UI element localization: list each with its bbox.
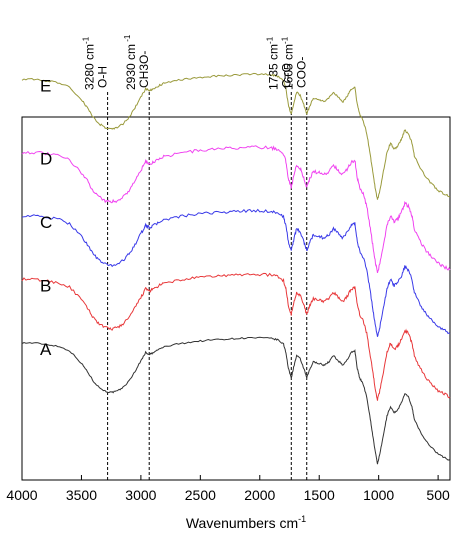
x-tick-label: 2500 bbox=[185, 487, 216, 503]
annotation-group: C=O bbox=[279, 63, 293, 88]
x-axis-label-text: Wavenumbers cm bbox=[186, 515, 298, 531]
annotation-wavenumber: 1605 cm-1 bbox=[281, 36, 296, 90]
series-labels: A B C D E bbox=[40, 76, 52, 359]
x-tick-label: 4000 bbox=[6, 487, 37, 503]
series-line-B bbox=[21, 272, 451, 401]
x-tick-label: 1000 bbox=[363, 487, 394, 503]
x-tick-label: 2000 bbox=[244, 487, 275, 503]
annotation-group: CH3O- bbox=[137, 51, 151, 88]
series-line-A bbox=[21, 336, 451, 465]
annotation-wavenumber: 3280 cm-1 bbox=[82, 36, 97, 90]
x-tick-label: 3000 bbox=[125, 487, 156, 503]
x-axis-ticks: 4000 3500 3000 2500 2000 1500 1000 500 bbox=[6, 475, 450, 503]
x-axis-label: Wavenumbers cm-1 bbox=[186, 514, 306, 531]
series-label-D: D bbox=[40, 149, 52, 168]
series-line-E bbox=[21, 72, 451, 200]
x-axis-label-superscript: -1 bbox=[298, 514, 306, 524]
x-tick-label: 3500 bbox=[66, 487, 97, 503]
series-line-C bbox=[21, 208, 451, 337]
plot-frame bbox=[21, 116, 451, 481]
series-label-A: A bbox=[40, 340, 52, 359]
annotation-wavenumber: 2930 cm -1 bbox=[123, 34, 138, 90]
series-group bbox=[21, 72, 451, 465]
annotation-wavenumber: 1735 cm-1 bbox=[265, 36, 280, 90]
series-label-C: C bbox=[40, 213, 52, 232]
series-line-D bbox=[21, 145, 451, 273]
x-tick-label: 1500 bbox=[304, 487, 335, 503]
series-label-B: B bbox=[40, 276, 51, 295]
annotation-group: COO- bbox=[295, 57, 309, 88]
series-label-E: E bbox=[40, 76, 51, 95]
annotation-group: O-H bbox=[96, 66, 110, 88]
x-tick-label: 500 bbox=[426, 487, 450, 503]
